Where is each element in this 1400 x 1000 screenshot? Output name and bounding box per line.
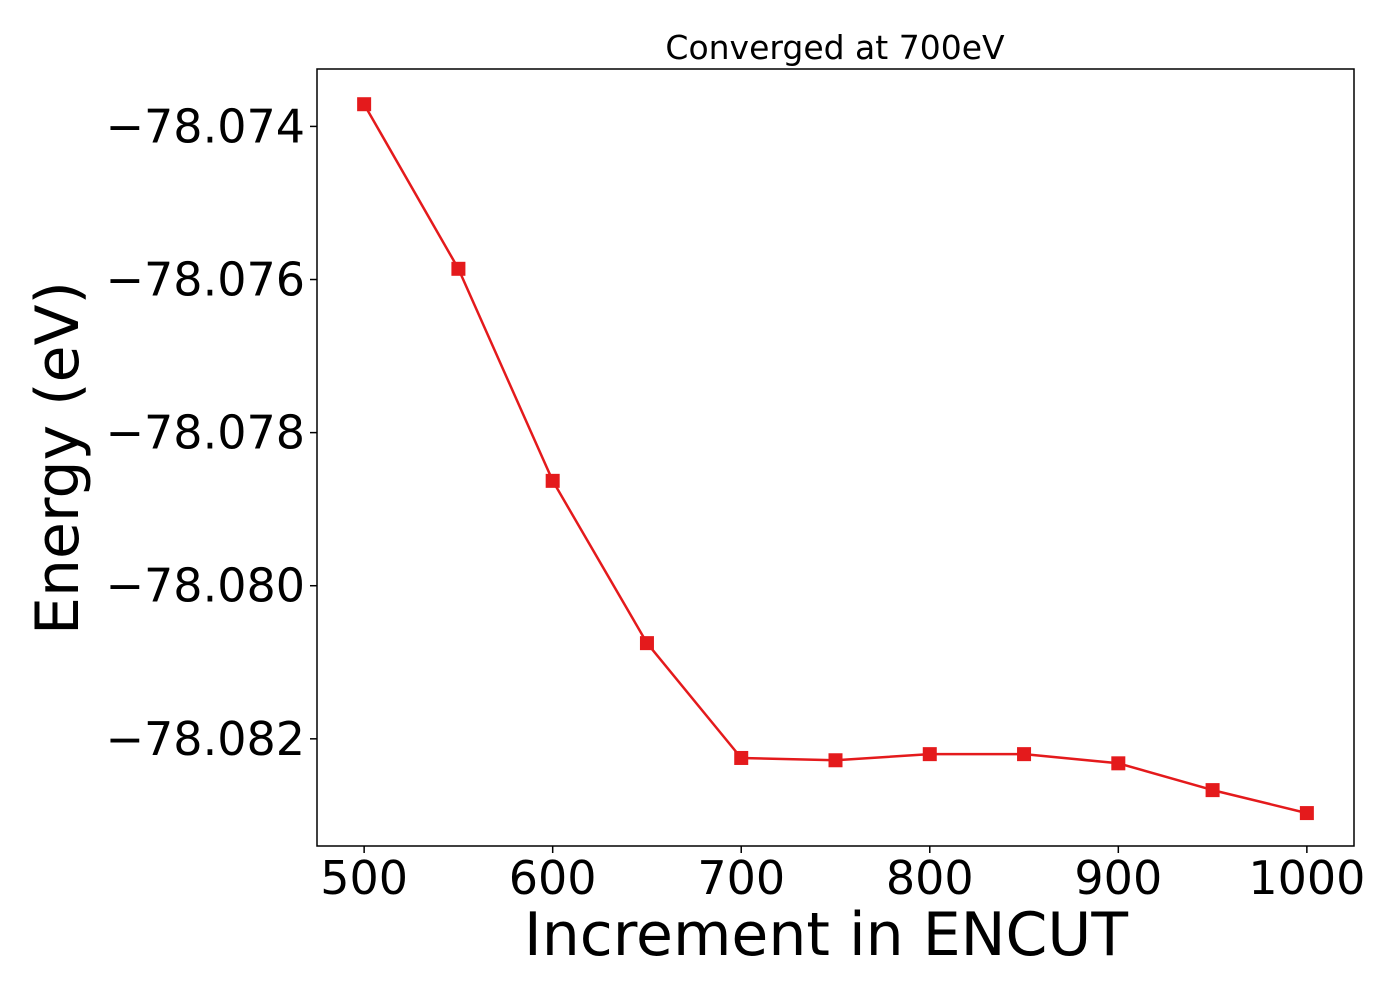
data-point <box>1111 756 1126 771</box>
y-tick-label: −78.082 <box>106 712 306 766</box>
x-axis-ticks: 500 600 700 800 900 1000 <box>320 846 1365 905</box>
data-point <box>1205 783 1220 798</box>
x-tick-label: 500 <box>320 851 408 905</box>
chart-title: Converged at 700eV <box>665 28 1005 67</box>
data-point <box>828 753 843 768</box>
data-point <box>639 636 654 651</box>
data-point <box>357 97 372 112</box>
y-axis-ticks: −78.074 −78.076 −78.078 −78.080 −78.082 <box>106 99 317 766</box>
y-tick-label: −78.076 <box>106 253 306 307</box>
x-tick-label: 700 <box>697 851 785 905</box>
data-point <box>734 750 749 765</box>
x-tick-label: 600 <box>509 851 597 905</box>
x-axis-label: Increment in ENCUT <box>524 900 1128 970</box>
y-tick-label: −78.078 <box>106 406 306 460</box>
y-axis-label: Energy (eV) <box>23 281 93 635</box>
data-point <box>1017 747 1032 762</box>
data-point <box>545 473 560 488</box>
x-tick-label: 800 <box>886 851 974 905</box>
data-point <box>451 261 466 276</box>
data-point <box>1299 806 1314 821</box>
plot-area <box>316 68 1355 847</box>
data-point <box>922 747 937 762</box>
y-tick-label: −78.074 <box>106 99 306 153</box>
x-tick-label: 900 <box>1074 851 1162 905</box>
x-tick-label: 1000 <box>1248 851 1365 905</box>
series-layer <box>357 97 1314 821</box>
y-tick-label: −78.080 <box>106 559 306 613</box>
